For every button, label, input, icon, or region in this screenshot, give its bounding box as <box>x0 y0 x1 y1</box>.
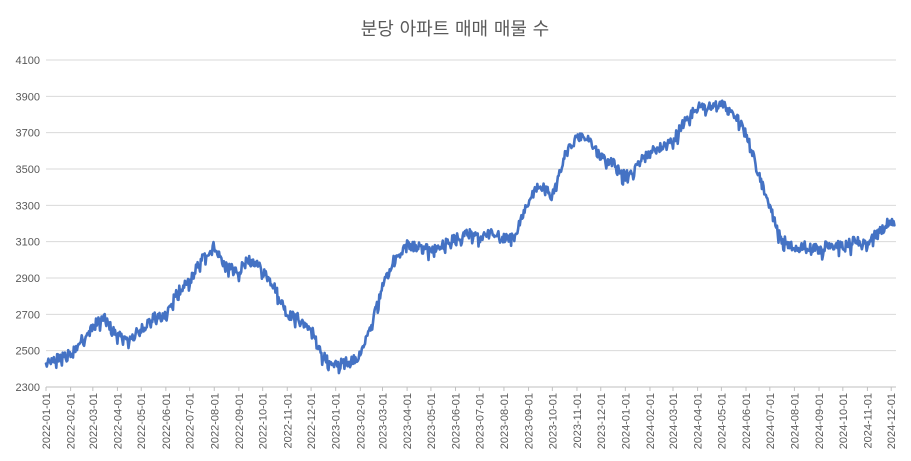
x-tick-label: 2022-02-01 <box>66 393 78 449</box>
series-line <box>44 99 896 375</box>
x-tick-label: 2022-09-01 <box>234 393 246 449</box>
x-tick-label: 2024-08-01 <box>789 393 801 449</box>
x-tick-label: 2022-06-01 <box>161 393 173 449</box>
x-tick-label: 2024-03-01 <box>668 393 680 449</box>
x-tick-label: 2022-01-01 <box>41 393 53 449</box>
x-tick-label: 2024-06-01 <box>741 393 753 449</box>
x-tick-label: 2023-12-01 <box>596 393 608 449</box>
x-tick-label: 2023-11-01 <box>572 393 584 448</box>
x-tick-label: 2022-03-01 <box>88 393 100 449</box>
x-tick-label: 2023-02-01 <box>355 393 367 449</box>
y-tick-label: 3300 <box>16 200 40 212</box>
gridlines <box>46 59 896 388</box>
x-tick-label: 2022-05-01 <box>136 393 148 449</box>
x-tick-label: 2024-01-01 <box>620 393 632 449</box>
x-tick-label: 2024-04-01 <box>693 393 705 449</box>
x-tick-label: 2023-08-01 <box>499 393 511 449</box>
x-tick-label: 2023-03-01 <box>378 393 390 449</box>
y-tick-label: 4100 <box>16 55 40 67</box>
x-tick-label: 2022-08-01 <box>209 393 221 449</box>
x-tick-label: 2022-12-01 <box>306 393 318 449</box>
y-tick-label: 3900 <box>16 91 40 103</box>
x-tick-label: 2024-12-01 <box>886 393 898 449</box>
x-tick-label: 2023-05-01 <box>426 393 438 449</box>
x-axis-ticks: 2022-01-01 2022-02-01 2022-03-01 2022-04-01… <box>41 387 898 449</box>
x-tick-label: 2023-09-01 <box>524 393 536 449</box>
x-tick-label: 2022-10-01 <box>258 393 270 449</box>
y-axis-ticks: 2300 2500 2700 2900 3100 3300 3500 3700 3900 4100 <box>16 55 40 394</box>
x-tick-label: 2023-01-01 <box>331 393 343 449</box>
x-tick-label: 2023-10-01 <box>547 393 559 449</box>
x-tick-label: 2024-05-01 <box>716 393 728 449</box>
x-tick-label: 2022-11-01 <box>282 393 294 448</box>
x-tick-label: 2024-09-01 <box>814 393 826 449</box>
x-tick-label: 2023-06-01 <box>451 393 463 449</box>
chart-title: 분당 아파트 매매 매물 수 <box>361 19 550 40</box>
x-tick-label: 2024-02-01 <box>645 393 657 449</box>
y-tick-label: 2500 <box>16 346 40 358</box>
x-tick-label: 2024-10-01 <box>838 393 850 449</box>
x-tick-label: 2022-07-01 <box>185 393 197 449</box>
y-tick-label: 3700 <box>16 128 40 140</box>
x-tick-label: 2023-07-01 <box>474 393 486 449</box>
y-tick-label: 2900 <box>16 273 40 285</box>
x-tick-label: 2022-04-01 <box>112 393 124 449</box>
x-tick-label: 2024-07-01 <box>765 393 777 449</box>
x-tick-label: 2023-04-01 <box>402 393 414 449</box>
y-tick-label: 3100 <box>16 237 40 249</box>
y-tick-label: 2700 <box>16 309 40 321</box>
series-layer <box>44 99 896 375</box>
x-tick-label: 2024-11-01 <box>862 393 874 448</box>
y-tick-label: 3500 <box>16 164 40 176</box>
y-tick-label: 2300 <box>16 382 40 394</box>
